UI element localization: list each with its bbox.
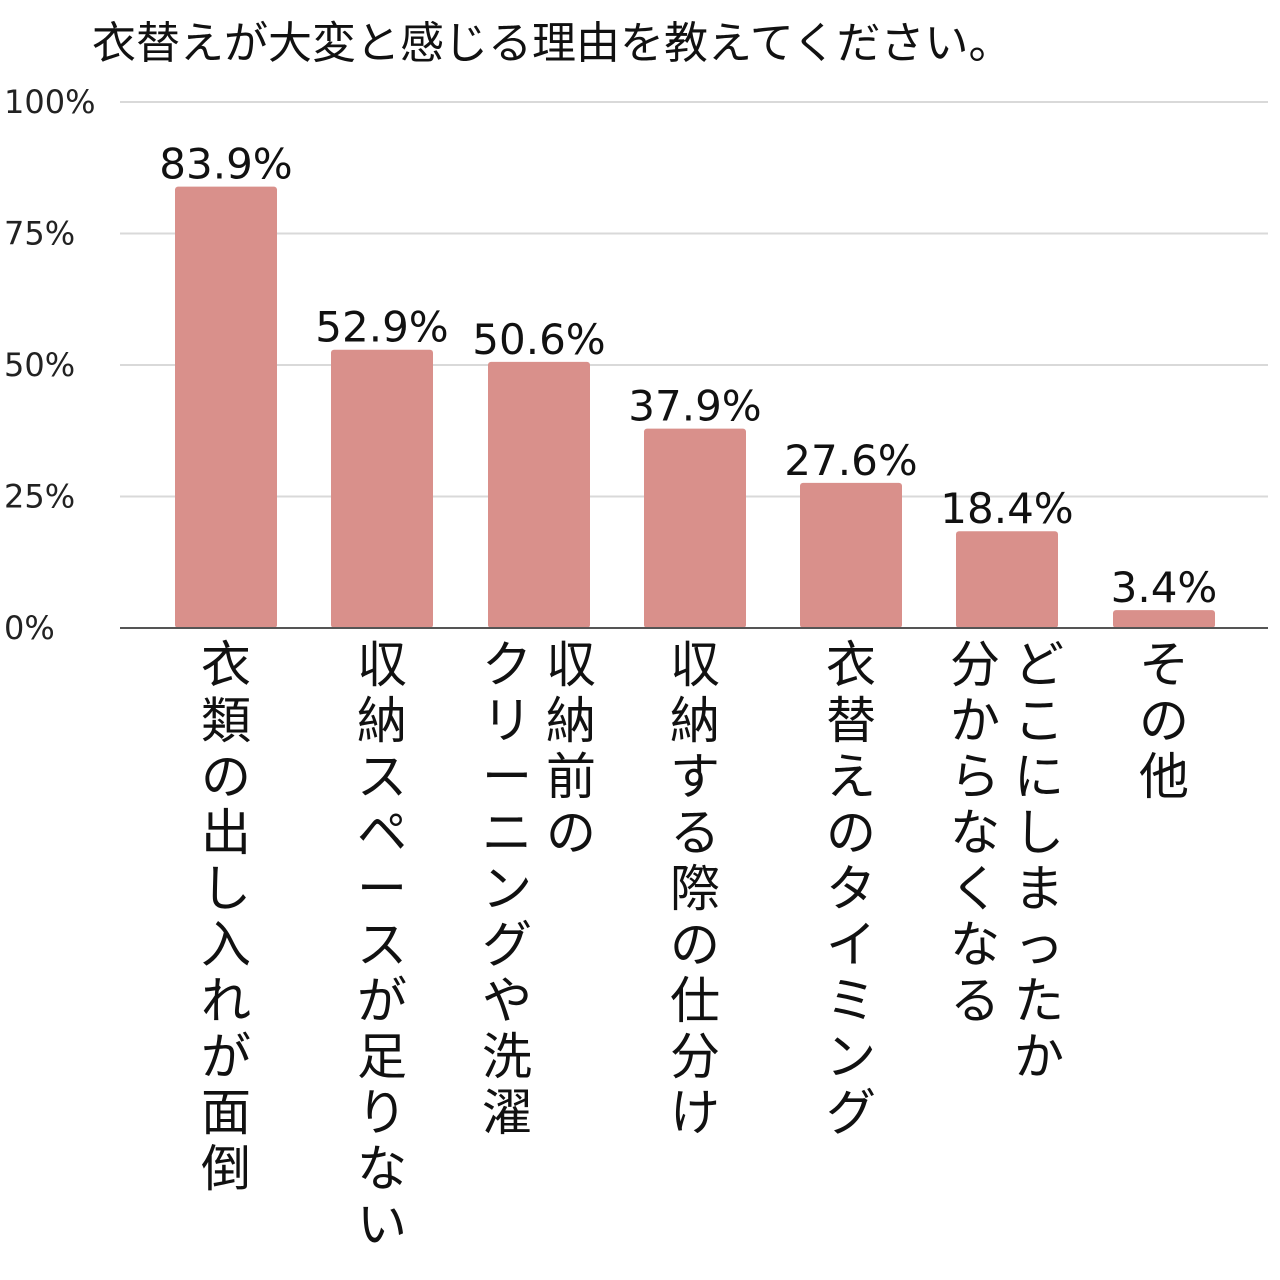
- bar: [488, 361, 590, 628]
- value-labels: 83.9% 52.9% 50.6% 37.9% 27.6% 18.4% 3.4%: [159, 140, 1217, 612]
- data-label: 52.9%: [315, 303, 448, 352]
- bar: [175, 186, 277, 628]
- y-tick-label: 0%: [4, 609, 55, 647]
- bar: [956, 531, 1058, 628]
- category-label: 衣類の出し入れが面倒: [201, 636, 251, 1198]
- category-label: 収納する際の仕分け: [670, 636, 720, 1142]
- category-label: 収納スペースが足りない: [357, 636, 407, 1254]
- data-label: 27.6%: [784, 436, 917, 485]
- y-tick-label: 100%: [4, 83, 95, 121]
- category-label: 分からなくなる: [950, 636, 1000, 1030]
- data-label: 37.9%: [628, 382, 761, 431]
- bar: [644, 428, 746, 628]
- category-label: 衣替えのタイミング: [826, 636, 876, 1142]
- chart-title: 衣替えが大変と感じる理由を教えてください。: [92, 18, 1012, 69]
- data-label: 3.4%: [1111, 563, 1218, 612]
- bars: [175, 186, 1215, 628]
- y-tick-label: 75%: [4, 215, 75, 253]
- category-label: クリーニングや洗濯: [482, 636, 532, 1142]
- category-label: その他: [1139, 636, 1189, 806]
- data-label: 18.4%: [940, 484, 1073, 533]
- y-axis-ticks: 0% 25% 50% 75% 100%: [4, 83, 95, 647]
- bar: [1113, 610, 1215, 628]
- bar: [331, 349, 433, 628]
- y-tick-label: 50%: [4, 346, 75, 384]
- bar: [800, 482, 902, 628]
- category-label: 収納前の: [546, 636, 596, 862]
- category-label: どこにしまったか: [1014, 636, 1064, 1086]
- y-tick-label: 25%: [4, 478, 75, 516]
- data-label: 50.6%: [472, 315, 605, 364]
- data-label: 83.9%: [159, 140, 292, 189]
